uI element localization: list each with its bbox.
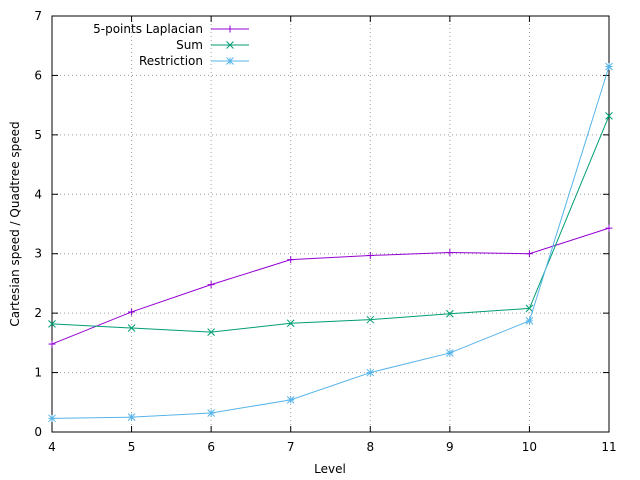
point-marker (226, 57, 234, 65)
point-marker (127, 413, 136, 421)
x-tick-label: 10 (522, 440, 537, 454)
series-line (51, 115, 610, 333)
series-group (48, 111, 613, 337)
point-marker (366, 315, 375, 324)
point-marker (446, 349, 454, 357)
y-axis-label: Cartesian speed / Quadtree speed (8, 121, 22, 326)
y-tick-label: 4 (34, 187, 42, 201)
point-marker (48, 414, 56, 423)
y-tick-label: 7 (34, 9, 42, 23)
legend-label: Sum (176, 38, 203, 52)
y-tick-label: 5 (34, 128, 42, 142)
legend: 5-points Laplacian Sum Restriction (93, 22, 249, 68)
point-marker (127, 324, 136, 332)
point-marker (226, 41, 234, 49)
x-tick-label: 11 (601, 440, 616, 454)
series (48, 62, 613, 423)
y-tick-label: 2 (34, 306, 42, 320)
axis-ticks: 0 1 2 3 4 5 6 7 4 5 6 7 8 9 10 11 (34, 9, 616, 454)
point-marker (286, 319, 295, 328)
point-marker (605, 111, 613, 120)
y-tick-label: 0 (34, 425, 42, 439)
x-axis-label: Level (314, 462, 346, 476)
x-tick-label: 8 (366, 440, 374, 454)
series-group (48, 224, 613, 348)
x-tick-label: 5 (128, 440, 136, 454)
series-line (51, 227, 610, 345)
y-tick-label: 3 (34, 247, 42, 261)
x-tick-label: 7 (287, 440, 295, 454)
point-marker (525, 317, 534, 325)
grid (52, 16, 609, 432)
x-tick-label: 6 (207, 440, 215, 454)
point-marker (366, 368, 375, 377)
legend-label: 5-points Laplacian (93, 22, 203, 36)
plot-frame (51, 15, 610, 433)
series-line (51, 66, 610, 419)
series-group (48, 62, 613, 423)
point-marker (48, 319, 56, 328)
x-tick-label: 9 (446, 440, 454, 454)
point-marker (605, 62, 613, 71)
y-tick-label: 6 (34, 68, 42, 82)
point-marker (525, 304, 534, 313)
legend-label: Restriction (139, 54, 203, 68)
point-marker (286, 396, 295, 404)
point-marker (446, 309, 454, 318)
x-tick-label: 4 (48, 440, 56, 454)
y-tick-label: 1 (34, 366, 42, 380)
point-marker (207, 409, 215, 417)
point-marker (207, 328, 215, 337)
